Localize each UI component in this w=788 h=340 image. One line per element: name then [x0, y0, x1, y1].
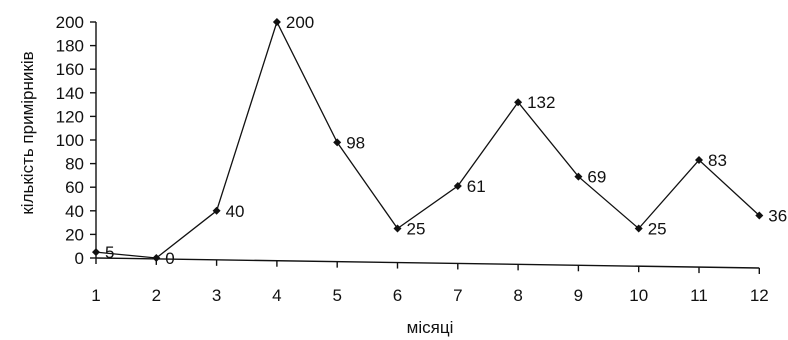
y-tick-label: 200: [56, 13, 84, 32]
data-label: 200: [286, 13, 314, 32]
y-tick-label: 80: [65, 155, 84, 174]
x-tick-label: 9: [574, 286, 583, 305]
data-point: [695, 156, 703, 165]
y-tick-label: 20: [65, 225, 84, 244]
x-tick-label: 8: [513, 286, 522, 305]
y-tick-label: 100: [56, 131, 84, 150]
x-tick-label: 10: [629, 286, 648, 305]
x-tick-label: 12: [750, 286, 769, 305]
y-axis: 0 20 40 60 80 100 120 140 160 180 200: [56, 13, 97, 268]
x-axis: 1 2 3 4 5 6 7 8 9 10 11 12: [91, 257, 769, 305]
data-label: 25: [648, 220, 667, 239]
y-tick-label: 0: [75, 249, 84, 268]
data-label: 98: [346, 133, 365, 152]
data-point: [333, 138, 342, 147]
y-tick-label: 40: [65, 202, 84, 221]
data-label: 40: [226, 202, 245, 221]
data-point: [212, 206, 221, 215]
y-tick-label: 180: [56, 37, 84, 56]
data-point: [755, 211, 764, 220]
data-point: [272, 18, 281, 26]
x-tick-label: 5: [332, 286, 341, 305]
series: 5 0 40 200 98 25 61 132 69 25 83 36: [92, 13, 787, 268]
x-tick-label: 6: [393, 286, 402, 305]
x-axis-title: місяці: [407, 318, 454, 337]
data-point: [393, 224, 402, 233]
data-point: [453, 182, 462, 191]
data-point: [152, 254, 161, 262]
y-tick-label: 120: [56, 107, 84, 126]
x-tick-label: 1: [91, 286, 100, 305]
x-tick-label: 4: [272, 286, 281, 305]
x-tick-label: 11: [690, 286, 708, 305]
data-label: 83: [708, 151, 727, 170]
x-tick-label: 2: [152, 286, 161, 305]
x-tick-label: 7: [453, 286, 462, 305]
data-label: 5: [105, 243, 114, 262]
data-label: 132: [527, 93, 555, 112]
y-tick-label: 60: [65, 178, 84, 197]
data-point: [92, 248, 100, 257]
data-label: 61: [467, 177, 486, 196]
data-label: 69: [587, 168, 606, 187]
data-point: [574, 172, 583, 181]
x-tick-label: 3: [212, 286, 221, 305]
data-label: 0: [165, 249, 174, 268]
data-point: [634, 224, 643, 233]
y-axis-title: кількість примірників: [18, 51, 37, 214]
data-point: [514, 98, 523, 107]
y-tick-label: 160: [56, 60, 84, 79]
y-tick-label: 140: [56, 84, 84, 103]
series-line: [95, 20, 760, 259]
data-label: 25: [407, 220, 426, 239]
data-label: 36: [768, 207, 787, 226]
x-axis-line: [95, 257, 760, 269]
